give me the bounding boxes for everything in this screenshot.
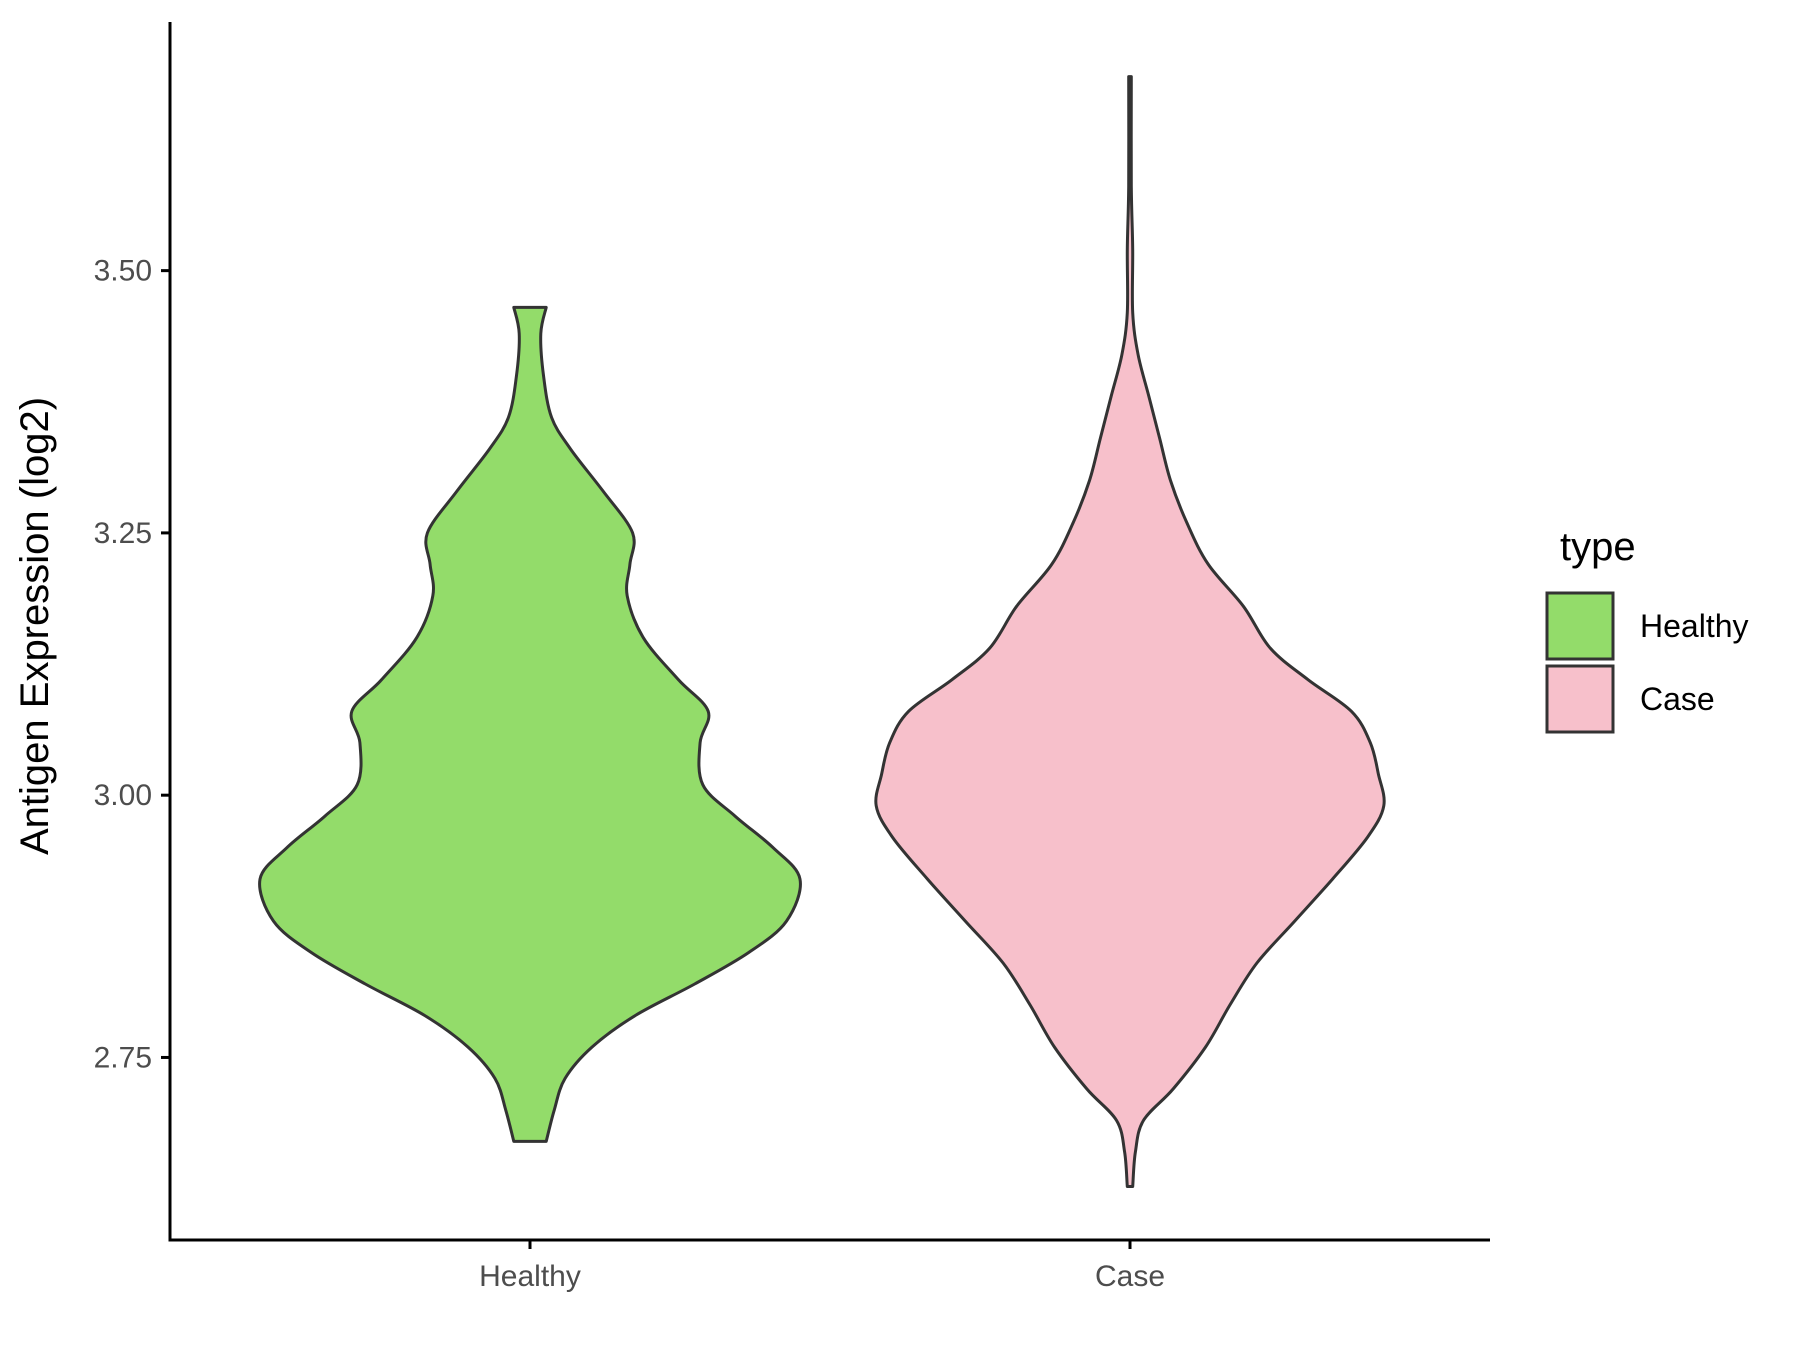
legend-label-case: Case	[1640, 681, 1715, 717]
x-tick-label: Case	[1095, 1260, 1165, 1293]
legend: type Healthy Case	[1545, 525, 1749, 734]
legend-title: type	[1560, 525, 1636, 569]
legend-key-healthy	[1545, 591, 1615, 661]
legend-label-healthy: Healthy	[1640, 608, 1749, 644]
violin-healthy	[258, 305, 802, 1143]
x-axis-ticks: Healthy Case	[479, 1240, 1165, 1293]
y-axis-title: Antigen Expression (log2)	[13, 397, 57, 855]
axes: 2.75 3.00 3.25 3.50 Healthy Case	[94, 22, 1490, 1293]
legend-key-case	[1545, 664, 1615, 734]
x-tick-label: Healthy	[479, 1260, 581, 1293]
y-tick-label: 3.00	[94, 779, 152, 812]
y-tick-label: 2.75	[94, 1041, 152, 1074]
y-tick-label: 3.50	[94, 255, 152, 288]
y-axis-ticks: 2.75 3.00 3.25 3.50	[94, 255, 170, 1074]
violin-case	[874, 75, 1386, 1188]
y-tick-label: 3.25	[94, 517, 152, 550]
violin-layer	[258, 75, 1386, 1188]
